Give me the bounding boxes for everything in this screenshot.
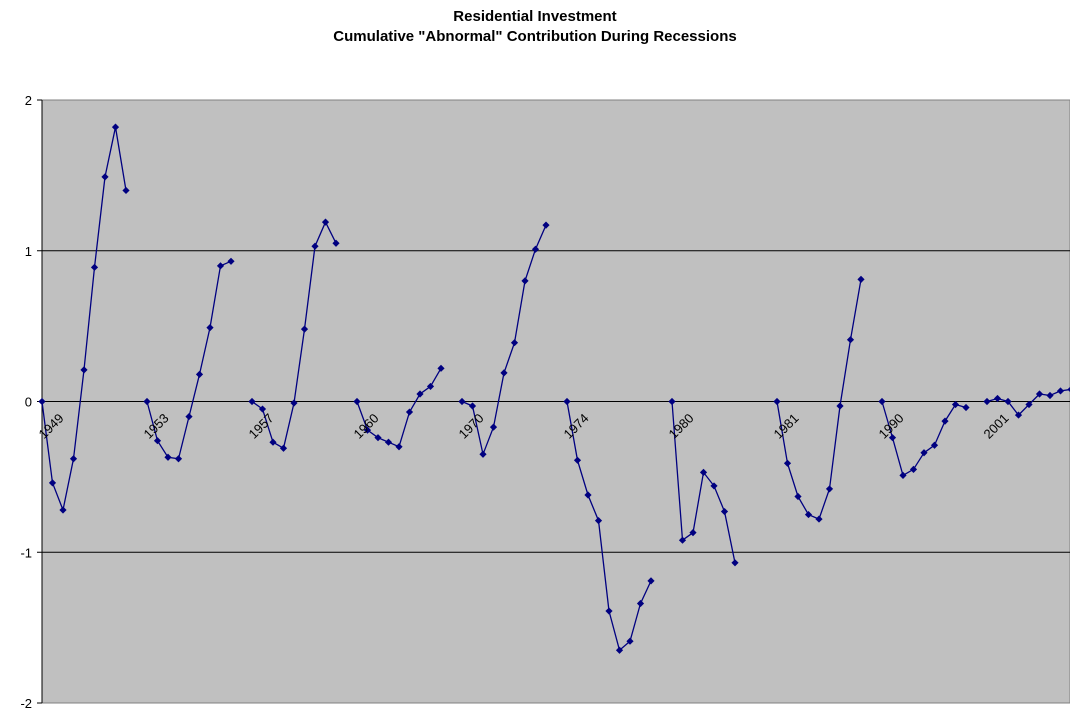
- data-point: [300, 325, 309, 333]
- data-point: [59, 506, 67, 514]
- data-point: [930, 441, 939, 449]
- data-point: [395, 443, 403, 451]
- data-point: [678, 536, 687, 544]
- data-point: [90, 263, 99, 271]
- data-point: [531, 245, 540, 253]
- data-point: [783, 459, 792, 467]
- data-point: [195, 370, 204, 378]
- data-point: [584, 491, 592, 499]
- data-point: [1067, 386, 1070, 393]
- data-point: [962, 403, 970, 412]
- data-point: [993, 394, 1002, 403]
- data-point: [279, 444, 288, 452]
- data-point: [185, 412, 193, 421]
- chart-title: Residential Investment: [453, 8, 617, 25]
- data-point: [542, 221, 550, 229]
- data-point: [909, 465, 918, 473]
- data-point: [321, 218, 330, 226]
- data-point: [479, 450, 487, 458]
- data-point: [920, 449, 928, 457]
- data-point: [248, 397, 256, 406]
- data-point: [384, 438, 393, 446]
- data-point: [605, 607, 613, 615]
- data-point: [468, 402, 477, 410]
- data-point: [206, 324, 214, 332]
- data-point: [615, 646, 624, 654]
- data-point: [573, 456, 582, 464]
- data-point: [1046, 391, 1054, 400]
- data-point: [731, 559, 739, 567]
- data-point: [416, 390, 424, 398]
- data-point: [1025, 400, 1033, 409]
- data-point: [311, 242, 319, 250]
- data-point: [857, 275, 865, 283]
- data-point: [353, 397, 361, 406]
- data-point: [437, 364, 445, 372]
- data-point: [941, 417, 949, 425]
- data-point: [636, 599, 645, 608]
- data-point: [1004, 397, 1012, 406]
- data-point: [836, 402, 844, 410]
- data-point: [626, 637, 634, 645]
- data-point: [227, 257, 235, 265]
- data-point: [363, 426, 372, 434]
- data-point: [888, 434, 897, 442]
- data-point: [111, 123, 120, 131]
- data-point: [710, 482, 718, 490]
- data-point: [804, 510, 813, 519]
- y-tick-label: -1: [20, 545, 32, 560]
- data-point: [174, 455, 183, 463]
- data-point: [521, 277, 529, 285]
- data-point: [510, 339, 519, 347]
- data-point: [458, 397, 466, 406]
- y-tick-label: 0: [25, 395, 32, 410]
- data-point: [269, 438, 277, 446]
- data-point: [38, 397, 46, 406]
- data-point: [489, 423, 498, 431]
- data-point: [699, 468, 708, 476]
- data-point: [846, 336, 855, 344]
- data-point: [563, 397, 571, 406]
- data-point: [374, 434, 382, 442]
- data-point: [426, 382, 435, 391]
- chart-subtitle: Cumulative "Abnormal" Contribution Durin…: [333, 28, 737, 45]
- data-point: [143, 397, 151, 406]
- data-point: [899, 471, 907, 479]
- data-point: [122, 186, 130, 195]
- y-tick-label: -2: [20, 696, 32, 711]
- data-point: [689, 529, 697, 537]
- data-point: [500, 369, 508, 377]
- data-point: [332, 239, 340, 247]
- data-point: [1056, 387, 1065, 395]
- data-point: [773, 397, 781, 406]
- data-point: [1035, 390, 1044, 398]
- data-point: [668, 397, 676, 406]
- data-point: [815, 515, 823, 523]
- data-point: [878, 397, 886, 406]
- data-point: [258, 405, 267, 413]
- data-point: [48, 479, 57, 487]
- data-point: [825, 485, 834, 493]
- data-point: [290, 399, 298, 407]
- data-point: [405, 408, 414, 416]
- data-point: [951, 400, 960, 409]
- data-point: [720, 507, 729, 516]
- data-point: [80, 366, 88, 374]
- data-point: [983, 397, 991, 406]
- data-point: [794, 492, 802, 501]
- data-point: [594, 516, 603, 525]
- data-point: [1014, 411, 1023, 419]
- data-point: [647, 577, 655, 585]
- data-point: [216, 262, 225, 270]
- y-tick-label: 2: [25, 93, 32, 108]
- data-point: [101, 173, 109, 181]
- data-point: [164, 453, 172, 461]
- y-tick-label: 1: [25, 244, 32, 259]
- data-point: [153, 437, 162, 445]
- data-point: [69, 455, 78, 463]
